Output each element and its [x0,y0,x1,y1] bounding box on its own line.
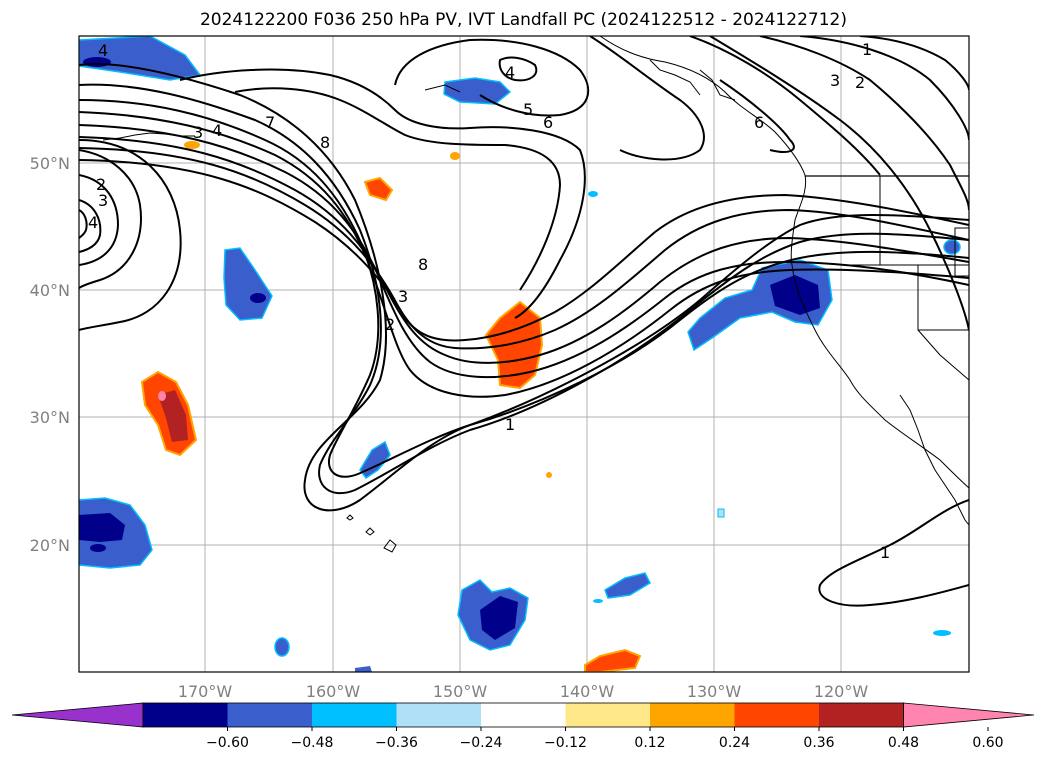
contour-label: 2 [96,175,106,194]
contour-label: 2 [855,73,865,92]
contour-label: 3 [193,123,203,142]
colorbar-tick-label: 0.36 [803,735,834,751]
colorbar-segment [734,703,820,727]
contour-label: 1 [505,415,515,434]
lon-axis-labels: 170°W 160°W 150°W 140°W 130°W 120°W [178,682,869,701]
lon-tick-label: 140°W [560,682,615,701]
colorbar-segment [565,703,651,727]
contour-label: 5 [523,100,533,119]
lat-tick-label: 50°N [30,154,70,173]
contour-label: 7 [265,113,275,132]
lat-tick-label: 40°N [30,281,70,300]
lon-tick-label: 170°W [178,682,233,701]
lat-tick-label: 30°N [30,408,70,427]
map-title: 2024122200 F036 250 hPa PV, IVT Landfall… [199,10,847,30]
colorbar-segment [481,703,566,727]
lat-axis-labels: 50°N 40°N 30°N 20°N [30,154,70,555]
contour-label: 8 [320,133,330,152]
colorbar [11,702,1035,728]
colorbar-segment [819,703,904,727]
colorbar-frame [142,702,904,728]
colorbar-segment [143,703,228,727]
colorbar-tick-label: 0.24 [719,735,750,751]
pv-contours [79,36,969,607]
lon-tick-label: 150°W [433,682,488,701]
contour-label: 3 [830,71,840,90]
lon-tick-label: 160°W [306,682,361,701]
contour-label: 4 [98,41,108,60]
contour-label: 4 [505,63,515,82]
contour-label: 3 [98,191,108,210]
colorbar-segment [650,703,735,727]
colorbar-extend-low [11,702,144,728]
colorbar-tick-labels: −0.60 −0.48 −0.36 −0.24 −0.12 0.12 0.24 0.36 0.4… [206,727,1004,751]
contour-label: 1 [880,543,890,562]
lon-tick-label: 130°W [687,682,742,701]
colorbar-tick-label: 0.60 [972,735,1003,751]
colorbar-tick-label: 0.48 [888,735,919,751]
contour-label: 6 [543,113,553,132]
contour-label: 6 [754,113,764,132]
contour-labels: 4 1 3 2 4 5 6 6 3 4 7 8 2 3 4 8 3 2 1 1 [88,40,890,562]
filled-anomalies [79,36,961,672]
colorbar-segment [312,703,397,727]
colorbar-tick-label: −0.48 [291,735,334,751]
contour-label: 1 [862,40,872,59]
map-frame [78,35,970,673]
colorbar-tick-label: −0.12 [544,735,587,751]
lat-tick-label: 20°N [30,536,70,555]
lon-tick-label: 120°W [814,682,869,701]
colorbar-segment [396,703,482,727]
colorbar-extend-high [903,702,1035,728]
coastlines [102,36,969,553]
colorbar-tick-label: −0.36 [375,735,418,751]
colorbar-tick-label: −0.60 [206,735,249,751]
contour-label: 2 [385,315,395,334]
contour-label: 4 [212,121,222,140]
contour-label: 8 [418,255,428,274]
colorbar-tick-label: −0.24 [460,735,503,751]
contour-label: 4 [88,213,98,232]
contour-label: 3 [398,287,408,306]
colorbar-tick-label: 0.12 [634,735,665,751]
colorbar-segment [227,703,313,727]
